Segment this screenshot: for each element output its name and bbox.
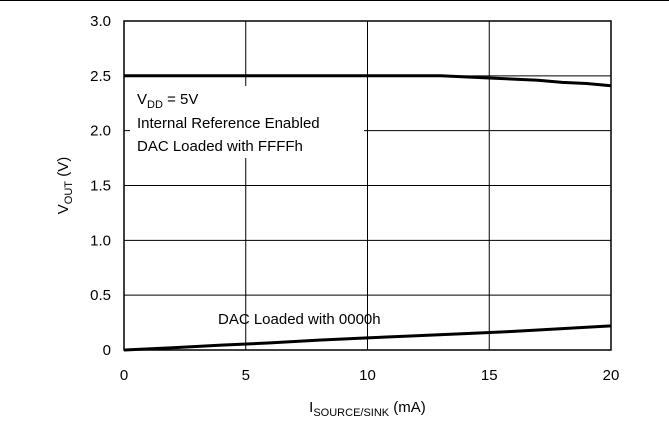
series-layer — [123, 74, 612, 352]
annotation-vdd: VDD = 5V — [137, 91, 198, 111]
x-tick-label: 5 — [242, 367, 250, 384]
annotation-background — [130, 86, 364, 158]
x-tick-labels: 0 5 10 15 20 — [120, 367, 620, 384]
series-line-2 — [123, 324, 612, 352]
y-tick-label: 1.5 — [90, 178, 111, 195]
x-tick-label: 10 — [359, 367, 376, 384]
y-tick-label: 1.0 — [90, 232, 111, 249]
y-tick-label: 2.0 — [90, 123, 111, 140]
plot-area-frame — [123, 20, 612, 351]
annotation-box: VDD = 5V Internal Reference Enabled DAC … — [130, 86, 364, 158]
y-tick-label: 0 — [103, 342, 111, 359]
y-tick-label: 3.0 — [90, 13, 111, 30]
annotation-dac-ffff: DAC Loaded with FFFFh — [137, 138, 303, 155]
x-tick-label: 0 — [120, 367, 128, 384]
x-axis-label: ISOURCE/SINK (mA) — [309, 399, 426, 419]
y-tick-labels: 0 0.5 1.0 1.5 2.0 2.5 3.0 — [90, 13, 111, 359]
annotation-internal-reference: Internal Reference Enabled — [137, 115, 320, 132]
x-tick-label: 15 — [481, 367, 498, 384]
x-tick-label: 20 — [603, 367, 620, 384]
y-axis-label: VOUT (V) — [55, 157, 75, 214]
y-tick-label: 2.5 — [90, 68, 111, 85]
top-border-line — [0, 0, 669, 1]
series-line-1 — [124, 74, 612, 88]
grid — [123, 20, 612, 351]
annotation-dac-0000: DAC Loaded with 0000h — [218, 311, 381, 328]
y-tick-label: 0.5 — [90, 287, 111, 304]
